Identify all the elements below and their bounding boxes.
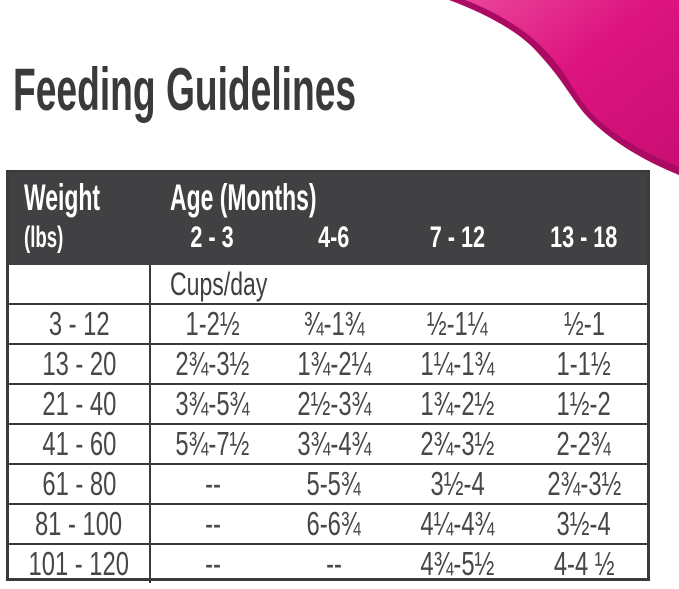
value-cell: -- [204, 545, 221, 582]
value-cell: 4-4 ½ [553, 545, 615, 582]
weight-cell: 13 - 20 [9, 345, 151, 383]
value-cell: ½-1 [563, 305, 605, 342]
value-cell: 3½-4 [556, 505, 612, 542]
value-cell: 2¾-3½ [547, 465, 621, 502]
header-age-label: Age (Months) [170, 177, 317, 218]
value-cell: 1½-2 [556, 385, 612, 422]
table-row: 61 - 80 -- 5-5¾ 3½-4 2¾-3½ [9, 463, 647, 503]
value-cell: 3¾-4¾ [297, 425, 371, 462]
weight-cell: 21 - 40 [9, 385, 151, 423]
value-cell: 4¾-5½ [420, 545, 495, 582]
value-cell: 2-2¾ [556, 425, 612, 462]
value-cell: 5-5¾ [306, 465, 362, 502]
weight-cell: 101 - 120 [9, 545, 151, 583]
value-cell: 2¾-3½ [420, 425, 495, 462]
header-age-col-2-3: 2 - 3 [190, 221, 235, 254]
header-age-columns: 2 - 3 4-6 7 - 12 13 - 18 [151, 221, 647, 255]
weight-cell: 81 - 100 [9, 505, 151, 543]
table-row: 13 - 20 2¾-3½ 1¾-2¼ 1¼-1¾ 1-1½ [9, 343, 647, 383]
units-row: Cups/day [9, 265, 647, 305]
table-row: 41 - 60 5¾-7½ 3¾-4¾ 2¾-3½ 2-2¾ [9, 423, 647, 463]
header-weight-unit: (lbs) [24, 221, 64, 254]
weight-cell: 41 - 60 [9, 425, 151, 463]
value-cell: 2¾-3½ [175, 345, 250, 382]
value-cell: -- [204, 465, 221, 502]
table-row: 81 - 100 -- 6-6¾ 4¼-4¾ 3½-4 [9, 503, 647, 543]
value-cell: 1-2½ [185, 305, 240, 342]
value-cell: ½-1¼ [427, 305, 488, 342]
value-cell: 1¾-2¼ [297, 345, 371, 382]
value-cell: -- [204, 505, 221, 542]
header-age-col-4-6: 4-6 [318, 221, 350, 254]
feeding-table: Weight (lbs) Age (Months) 2 - 3 4-6 7 - … [6, 170, 650, 583]
value-cell: 3½-4 [430, 465, 485, 502]
value-cell: 1¼-1¾ [420, 345, 495, 382]
page-title: Feeding Guidelines [13, 58, 566, 121]
value-cell: 6-6¾ [306, 505, 362, 542]
pink-swoosh-decoration [449, 0, 679, 175]
header-weight-label: Weight [24, 177, 101, 218]
value-cell: 2½-3¾ [297, 385, 371, 422]
page-title-text: Feeding Guidelines [13, 56, 357, 123]
header-age-col-7-12: 7 - 12 [429, 221, 486, 254]
units-label: Cups/day [170, 265, 268, 302]
table-row: 3 - 12 1-2½ ¾-1¾ ½-1¼ ½-1 [9, 305, 647, 343]
value-cell: 5¾-7½ [175, 425, 250, 462]
weight-cell: 61 - 80 [9, 465, 151, 503]
value-cell: 1¾-2½ [420, 385, 495, 422]
value-cell: 3¾-5¾ [175, 385, 250, 422]
header-age-col-13-18: 13 - 18 [550, 221, 618, 254]
swoosh-main [465, 0, 679, 167]
value-cell: -- [326, 545, 342, 582]
weight-cell: 3 - 12 [9, 305, 151, 343]
table-header: Weight (lbs) Age (Months) 2 - 3 4-6 7 - … [9, 173, 647, 265]
table-row: 21 - 40 3¾-5¾ 2½-3¾ 1¾-2½ 1½-2 [9, 383, 647, 423]
value-cell: 1-1½ [556, 345, 612, 382]
table-row: 101 - 120 -- -- 4¾-5½ 4-4 ½ [9, 543, 647, 583]
units-row-empty-cell [9, 265, 151, 303]
units-label-cell: Cups/day [151, 266, 647, 303]
value-cell: ¾-1¾ [303, 305, 365, 342]
value-cell: 4¼-4¾ [420, 505, 495, 542]
